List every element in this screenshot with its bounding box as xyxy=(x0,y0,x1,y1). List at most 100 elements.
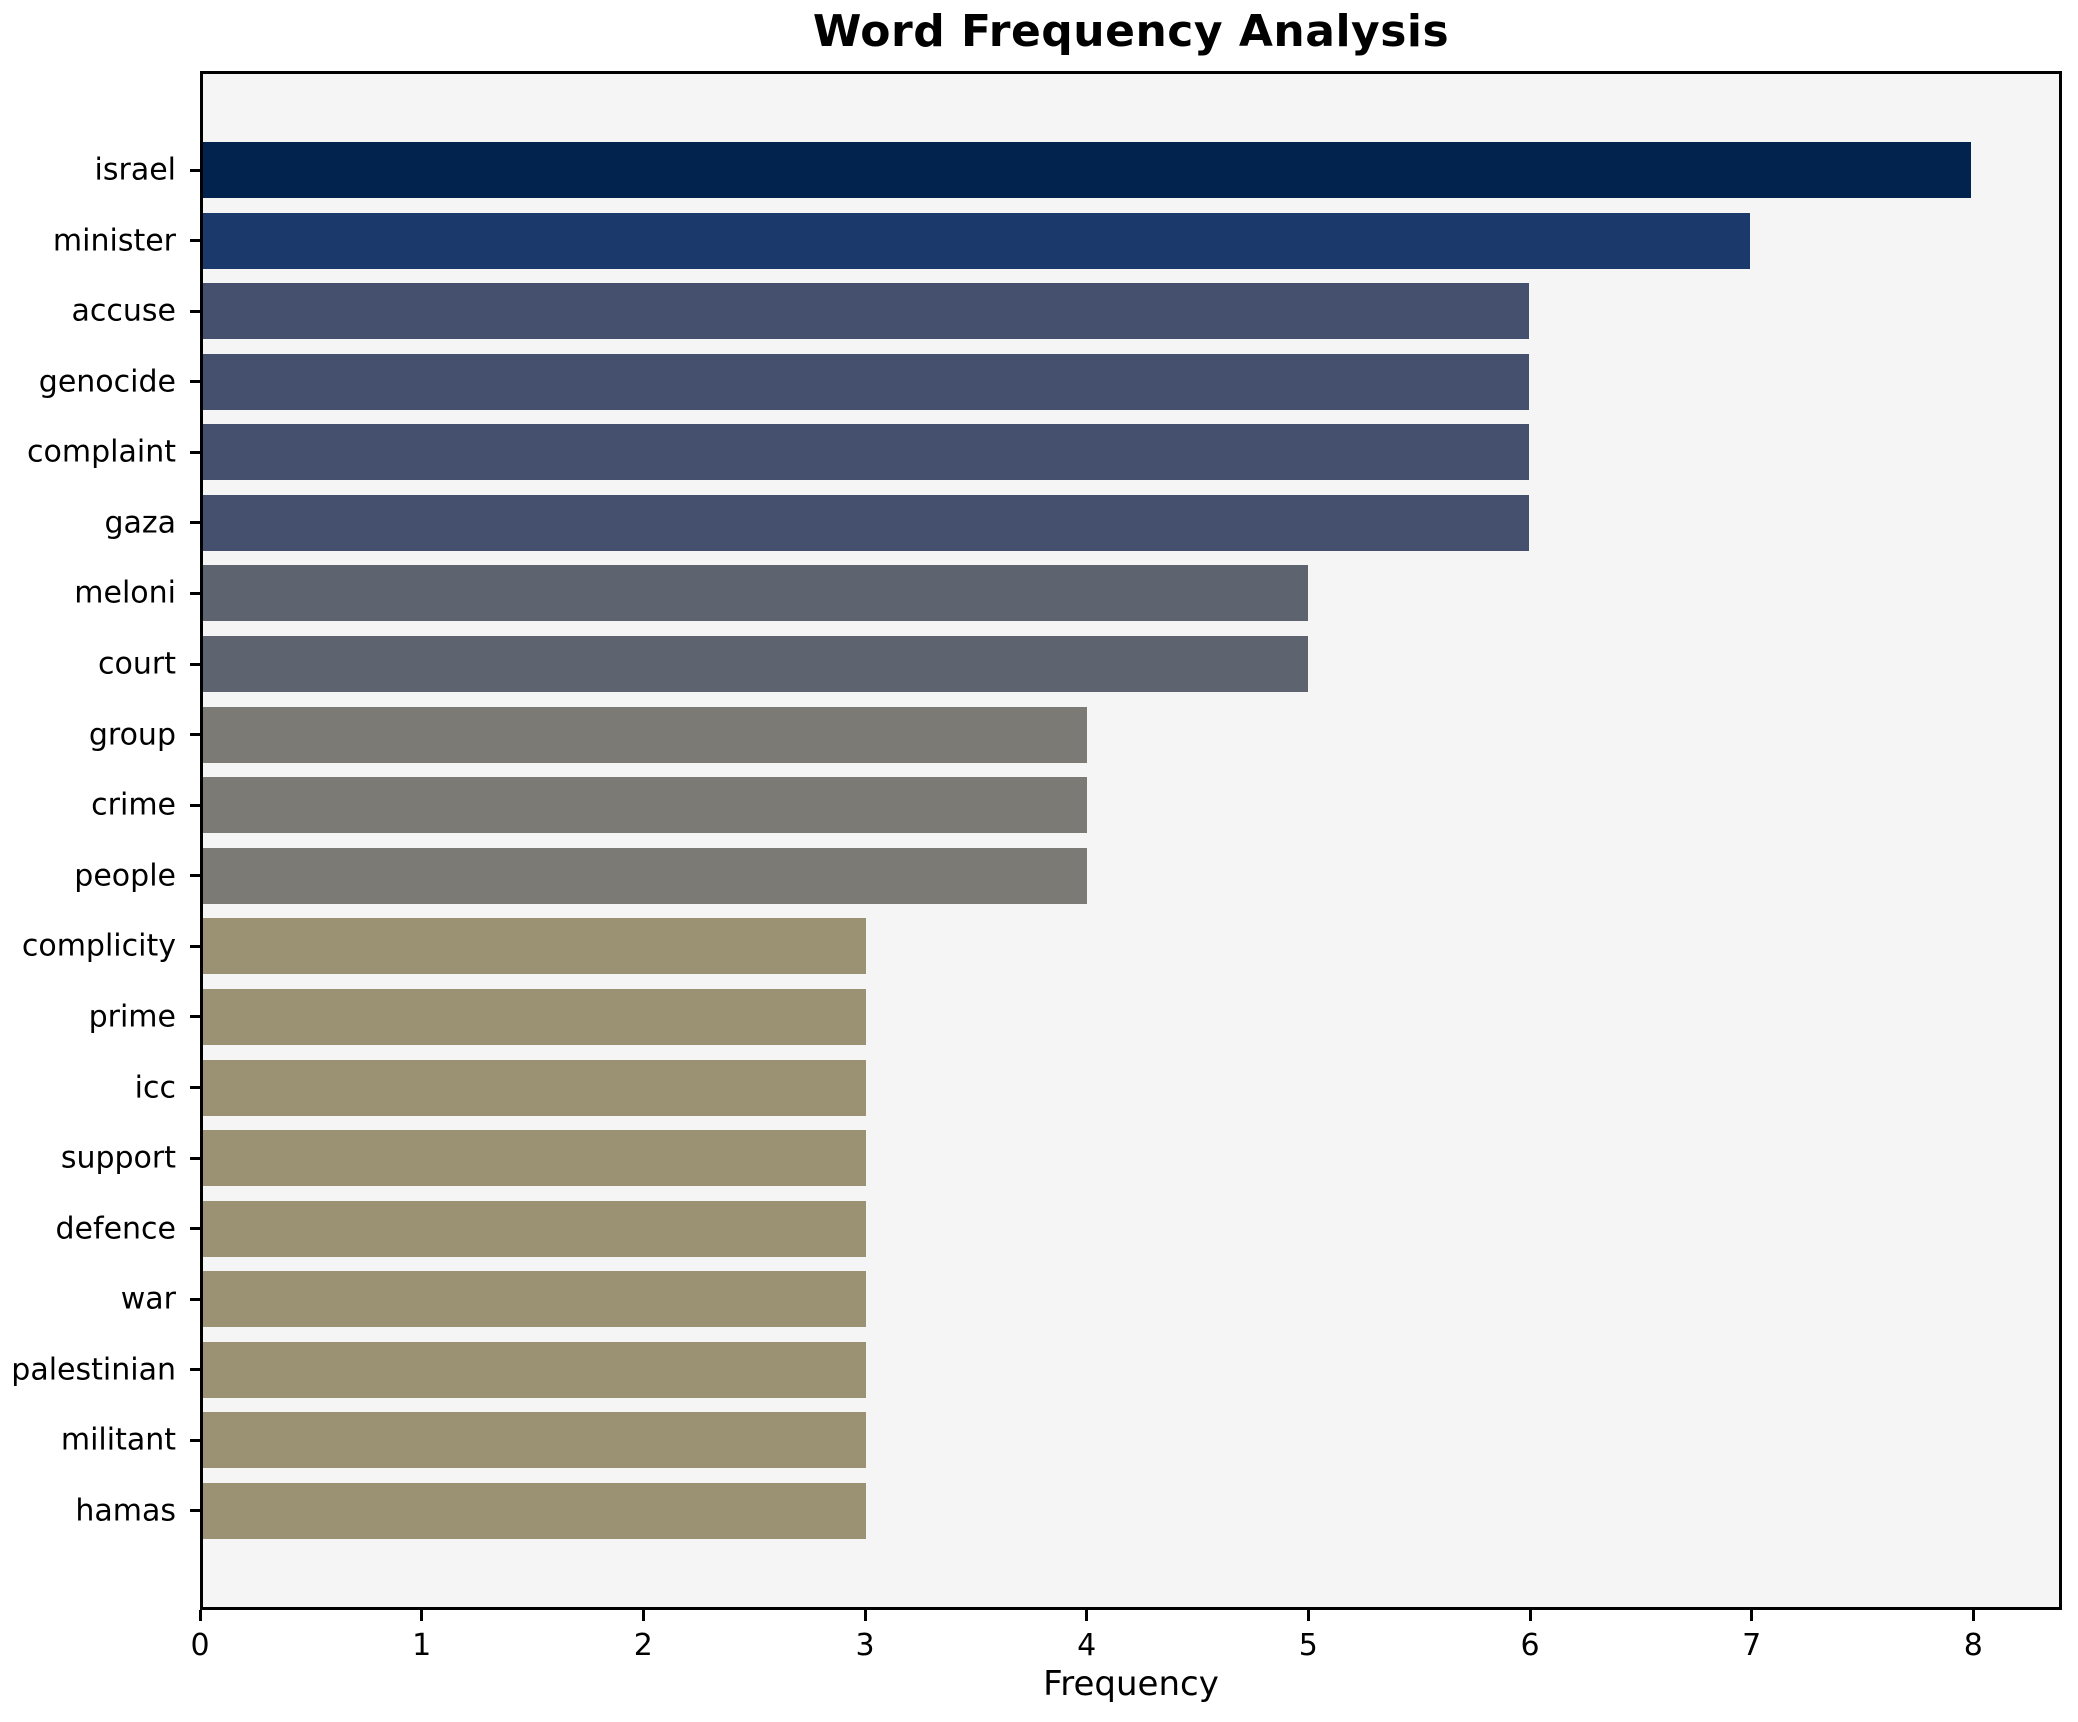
frequency-bar xyxy=(203,636,1308,693)
frequency-bar xyxy=(203,1482,866,1539)
y-tick-label: court xyxy=(98,646,176,682)
frequency-bar xyxy=(203,353,1529,410)
x-tick-mark xyxy=(1971,1610,1975,1621)
x-tick-label: 6 xyxy=(1520,1628,1540,1663)
x-tick-mark xyxy=(1085,1610,1089,1621)
y-tick-mark xyxy=(190,733,200,737)
bar-row: defence xyxy=(56,1200,2059,1257)
y-tick-label: complaint xyxy=(27,434,176,470)
y-tick-mark xyxy=(190,662,200,666)
frequency-bar xyxy=(203,1271,866,1328)
bar-row: gaza xyxy=(104,494,2059,551)
y-tick-mark xyxy=(190,1015,200,1019)
frequency-bar xyxy=(203,565,1308,622)
frequency-bar xyxy=(203,847,1087,904)
x-axis: 0 1 2 3 4 5 6 7 8 xyxy=(190,1610,2062,1722)
y-tick-label: defence xyxy=(55,1211,176,1247)
y-tick-label: palestinian xyxy=(11,1352,176,1388)
y-tick-mark xyxy=(190,380,200,384)
y-tick-mark xyxy=(190,521,200,525)
x-tick-label: 4 xyxy=(1077,1628,1097,1663)
x-tick-label: 7 xyxy=(1742,1628,1762,1663)
frequency-bar xyxy=(203,142,1971,198)
y-tick-mark xyxy=(190,1438,200,1442)
x-tick-label: 3 xyxy=(855,1628,875,1663)
bar-row: icc xyxy=(135,1059,2059,1116)
y-tick-label: minister xyxy=(52,223,176,259)
bar-row: prime xyxy=(89,988,2059,1045)
x-tick-label: 1 xyxy=(412,1628,432,1663)
bar-row: palestinian xyxy=(11,1341,2059,1398)
bar-row: war xyxy=(121,1271,2059,1328)
y-tick-mark xyxy=(190,450,200,454)
y-tick-label: genocide xyxy=(38,364,176,400)
y-tick-label: crime xyxy=(91,787,176,823)
y-tick-mark xyxy=(190,1156,200,1160)
y-tick-label: complicity xyxy=(21,928,176,964)
y-tick-mark xyxy=(190,1368,200,1372)
bar-row: complaint xyxy=(27,424,2059,481)
frequency-bar xyxy=(203,1059,866,1116)
x-tick-label: 2 xyxy=(633,1628,653,1663)
frequency-bar xyxy=(203,283,1529,340)
frequency-bar xyxy=(203,918,866,975)
y-tick-label: support xyxy=(60,1140,176,1176)
frequency-bar xyxy=(203,988,866,1045)
x-tick-label: 0 xyxy=(190,1628,210,1663)
frequency-bar xyxy=(203,1341,866,1398)
x-tick-mark xyxy=(1306,1610,1310,1621)
y-tick-mark xyxy=(190,874,200,878)
y-tick-mark xyxy=(190,1297,200,1301)
x-tick-label: 5 xyxy=(1298,1628,1318,1663)
bar-row: complicity xyxy=(22,918,2059,975)
bar-row: support xyxy=(61,1130,2059,1187)
y-tick-label: militant xyxy=(60,1422,176,1458)
frequency-bar xyxy=(203,777,1087,834)
bar-row: group xyxy=(89,706,2059,763)
y-tick-label: icc xyxy=(134,1070,176,1106)
frequency-bar xyxy=(203,1412,866,1469)
y-tick-label: people xyxy=(74,858,176,894)
y-tick-mark xyxy=(190,1086,200,1090)
x-tick-mark xyxy=(863,1610,867,1621)
y-tick-label: group xyxy=(88,717,176,753)
bar-row: accuse xyxy=(72,283,2059,340)
x-tick-label: 8 xyxy=(1963,1628,1983,1663)
y-tick-label: war xyxy=(120,1281,176,1317)
bar-row: court xyxy=(98,636,2059,693)
plot-area: israel minister accuse genocide complaint gaz… xyxy=(11,71,2062,1610)
frequency-bar xyxy=(203,1200,866,1257)
bar-row: militant xyxy=(61,1412,2059,1469)
frequency-bar xyxy=(203,494,1529,551)
x-tick-mark xyxy=(420,1610,424,1621)
chart-title: Word Frequency Analysis xyxy=(812,6,1450,57)
frequency-bar xyxy=(203,706,1087,763)
y-tick-mark xyxy=(190,803,200,807)
y-tick-label: accuse xyxy=(71,293,176,329)
y-tick-mark xyxy=(190,309,200,313)
bar-row: israel xyxy=(95,142,2059,198)
x-tick-mark xyxy=(198,1610,202,1621)
y-tick-label: israel xyxy=(94,152,176,188)
y-tick-label: hamas xyxy=(75,1493,176,1529)
x-tick-mark xyxy=(641,1610,645,1621)
frequency-bar xyxy=(203,424,1529,481)
y-tick-mark xyxy=(190,1509,200,1513)
y-tick-label: gaza xyxy=(104,505,176,541)
frequency-bar xyxy=(203,1130,866,1187)
y-tick-mark xyxy=(190,168,200,172)
bar-row: genocide xyxy=(39,353,2059,410)
y-tick-mark xyxy=(190,591,200,595)
y-tick-mark xyxy=(190,239,200,243)
y-tick-mark xyxy=(190,1227,200,1231)
bar-row: minister xyxy=(53,212,2059,269)
x-tick-mark xyxy=(1528,1610,1532,1621)
x-tick-mark xyxy=(1750,1610,1754,1621)
bar-row: people xyxy=(74,847,2059,904)
frequency-bar xyxy=(203,212,1750,269)
bar-row: crime xyxy=(91,777,2059,834)
y-tick-label: prime xyxy=(88,999,176,1035)
bar-row: hamas xyxy=(75,1482,2059,1539)
y-tick-label: meloni xyxy=(74,575,176,611)
